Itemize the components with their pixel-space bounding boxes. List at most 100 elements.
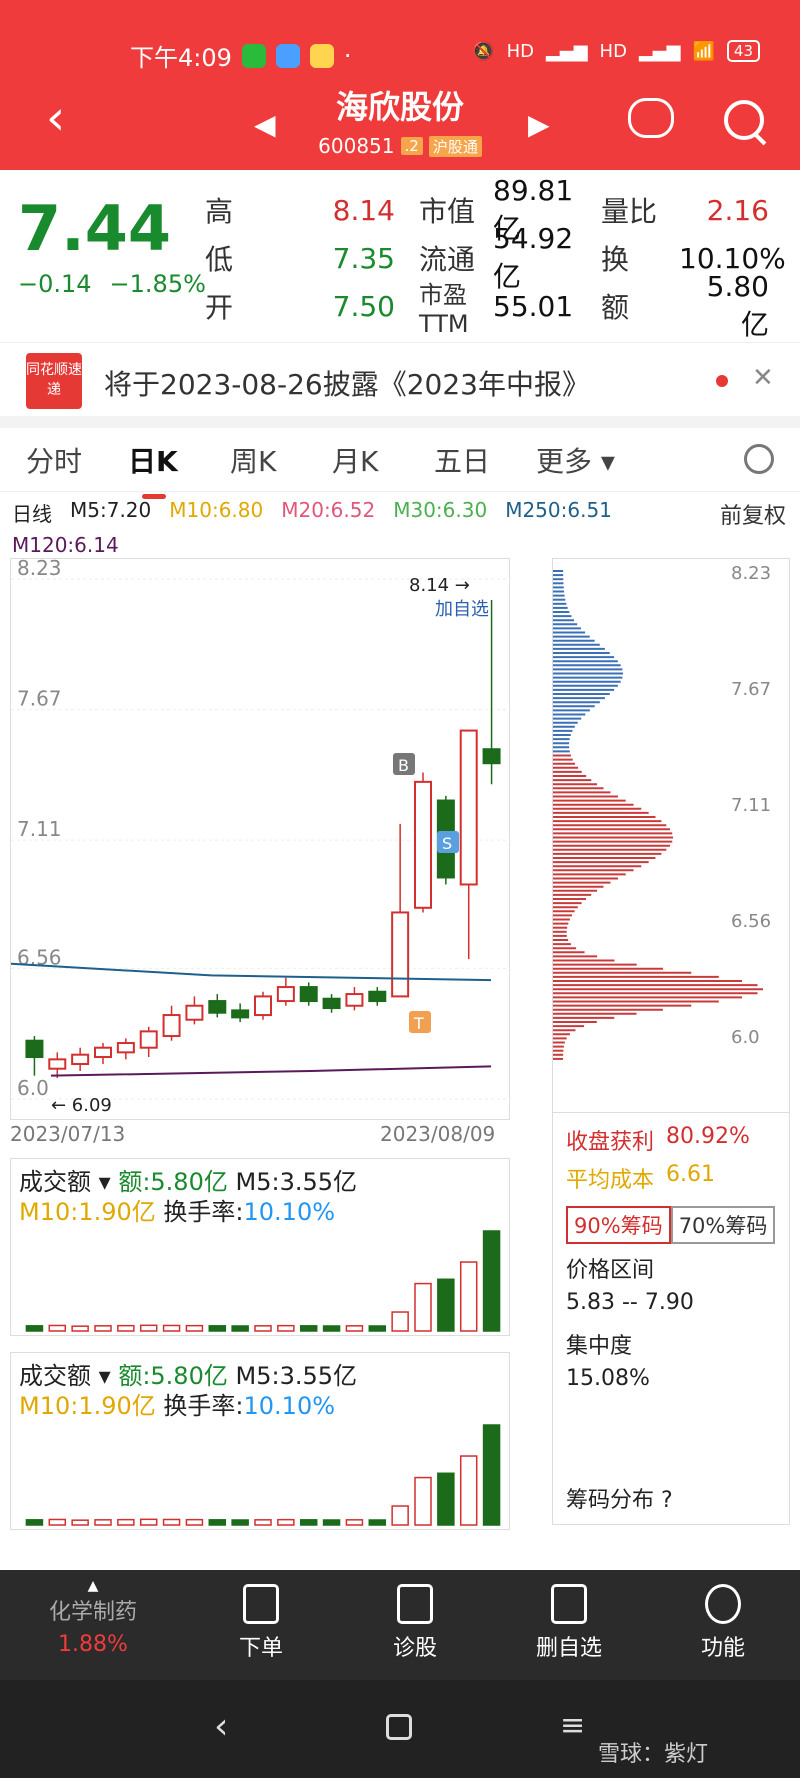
prev-stock-button[interactable]: ◀ [254, 108, 276, 141]
volume-bar [185, 1518, 204, 1526]
chip-90-button[interactable]: 90%筹码 [566, 1206, 671, 1244]
ma30: M30:6.30 [393, 498, 488, 522]
volume-bar [482, 1230, 501, 1332]
notice-text[interactable]: 将于2023-08-26披露《2023年中报》 [104, 368, 590, 401]
profit-value: 80.92% [666, 1124, 750, 1149]
chip-svg: 8.23 7.67 7.11 6.56 6.0 [553, 563, 771, 1060]
chip-y-tick: 6.56 [731, 911, 771, 932]
settings-icon[interactable] [744, 444, 774, 474]
turnover-label: 换手率: [163, 1198, 244, 1226]
label-mktcap: 市值 [419, 195, 476, 228]
volume-bar [94, 1519, 112, 1526]
diagnose-icon [397, 1584, 433, 1624]
tab-monthly-k[interactable]: 月K [332, 444, 379, 478]
turnover-value: 10.10% [243, 1198, 336, 1226]
volume-panel-1[interactable]: 成交额 ▾ 额:5.80亿 M5:3.55亿 M10:1.90亿 换手率:10.… [10, 1158, 510, 1336]
value-low: 7.35 [332, 241, 395, 275]
label-vol-ratio: 量比 [601, 195, 658, 228]
diagnose-button[interactable]: 诊股 [350, 1584, 480, 1662]
next-stock-button[interactable]: ▶ [528, 108, 550, 141]
volume-bar [48, 1324, 67, 1332]
volume-bar [208, 1519, 227, 1526]
kline-chart[interactable]: 8.23 7.67 7.11 6.56 6.0 8.14 → ← 6.09 加自选 B S T [10, 556, 511, 1120]
watermark: 雪球：紫灯 [598, 1742, 709, 1767]
volume-bar [254, 1519, 272, 1526]
notice-banner[interactable]: 同花顺速递 将于2023-08-26披露《2023年中报》 ✕ [0, 342, 800, 422]
volume-bar [345, 1325, 364, 1332]
adj-selector[interactable]: 前复权 [719, 504, 786, 529]
stock-code: 600851 [318, 134, 395, 158]
candle [482, 748, 501, 765]
candle [459, 729, 478, 886]
chip-dist-help[interactable]: 筹码分布 ? [566, 1488, 673, 1513]
volume-bar [48, 1518, 67, 1526]
mute-icon: 🔕 [472, 40, 495, 62]
close-icon[interactable]: ✕ [752, 363, 774, 393]
candle [94, 1046, 112, 1059]
vol-m10: M10:1.90亿 [19, 1198, 156, 1226]
y-tick-label: 7.67 [17, 687, 62, 711]
search-icon[interactable] [724, 100, 764, 140]
vol-m10-2: M10:1.90亿 [19, 1392, 156, 1420]
turnover-label-2: 换手率: [163, 1392, 244, 1420]
tab-intraday[interactable]: 分时 [26, 444, 83, 478]
chip-distribution[interactable]: 8.23 7.67 7.11 6.56 6.0 [552, 558, 790, 1113]
vol-selector-2[interactable]: 成交额 ▾ [19, 1362, 111, 1390]
sector-item[interactable]: ▲ 化学制药 1.88% [28, 1578, 158, 1657]
tab-more[interactable]: 更多 ▾ [536, 444, 615, 478]
ma-legend: 日线 M5:7.20 M10:6.80 M20:6.52 M30:6.30 M2… [12, 498, 792, 557]
wechat-icon [241, 43, 266, 68]
back-button[interactable]: ‹ [46, 90, 66, 146]
range-label: 价格区间 [566, 1258, 655, 1283]
robot-icon[interactable] [628, 98, 674, 138]
function-label: 功能 [700, 1636, 745, 1661]
chip-70-button[interactable]: 70%筹码 [670, 1206, 776, 1244]
candle [391, 911, 410, 998]
tab-daily-k[interactable]: 日K [128, 440, 204, 499]
volume-bar [277, 1518, 295, 1526]
volume-bar [437, 1472, 455, 1526]
quote-row-high: 高 8.14 市值 89.81亿 量比 2.16 [205, 174, 769, 245]
status-bar-right: 🔕 HD ▂▄▆ HD ▂▄▆ 📶 43 [472, 40, 760, 62]
remove-watch-button[interactable]: 删自选 [504, 1584, 634, 1662]
nav-back-icon[interactable]: ‹ [214, 1706, 229, 1747]
function-button[interactable]: 功能 [658, 1584, 788, 1662]
ma20: M20:6.52 [281, 498, 376, 522]
sub-tag: .2 [400, 137, 423, 155]
volume-bar [437, 1278, 455, 1332]
tab-weekly-k[interactable]: 周K [230, 444, 277, 478]
volume-bar [482, 1424, 501, 1526]
candle [231, 1009, 250, 1019]
candle [276, 986, 295, 1003]
vol-amount: 额:5.80亿 [118, 1168, 228, 1196]
diagnose-label: 诊股 [392, 1636, 437, 1661]
market-tag: 沪股通 [428, 135, 482, 157]
system-nav-bar: ‹ ≡ 雪球：紫灯 [0, 1680, 800, 1778]
volume-bar [185, 1324, 204, 1332]
nav-home-icon[interactable] [386, 1714, 412, 1740]
nav-menu-icon[interactable]: ≡ [560, 1708, 586, 1743]
label-pe: 市盈TTM [419, 280, 469, 338]
order-button[interactable]: 下单 [196, 1584, 326, 1662]
vol-selector[interactable]: 成交额 ▾ [19, 1168, 111, 1196]
value-vol-ratio: 2.16 [706, 193, 769, 227]
candle [162, 1014, 181, 1038]
marker-t-label: T [413, 1014, 424, 1033]
last-price: 7.44 [18, 192, 171, 265]
volume-bar [162, 1324, 181, 1332]
candle [139, 1030, 158, 1049]
candle [368, 990, 387, 1003]
value-open: 7.50 [332, 289, 395, 323]
tab-five-day[interactable]: 五日 [434, 444, 491, 478]
turnover-value-2: 10.10% [243, 1392, 336, 1420]
value-mktcap: 89.81亿 [493, 173, 574, 245]
bottom-toolbar: ▲ 化学制药 1.88% 下单 诊股 删自选 功能 [0, 1570, 800, 1680]
app-notify-icon [309, 43, 334, 68]
order-icon [243, 1584, 279, 1624]
volume-bar [94, 1325, 112, 1332]
candle [185, 1004, 204, 1021]
volume-bar [391, 1505, 409, 1526]
volume-bar [459, 1455, 478, 1526]
volume-panel-2[interactable]: 成交额 ▾ 额:5.80亿 M5:3.55亿 M10:1.90亿 换手率:10.… [10, 1352, 510, 1530]
marker-s [437, 831, 459, 853]
